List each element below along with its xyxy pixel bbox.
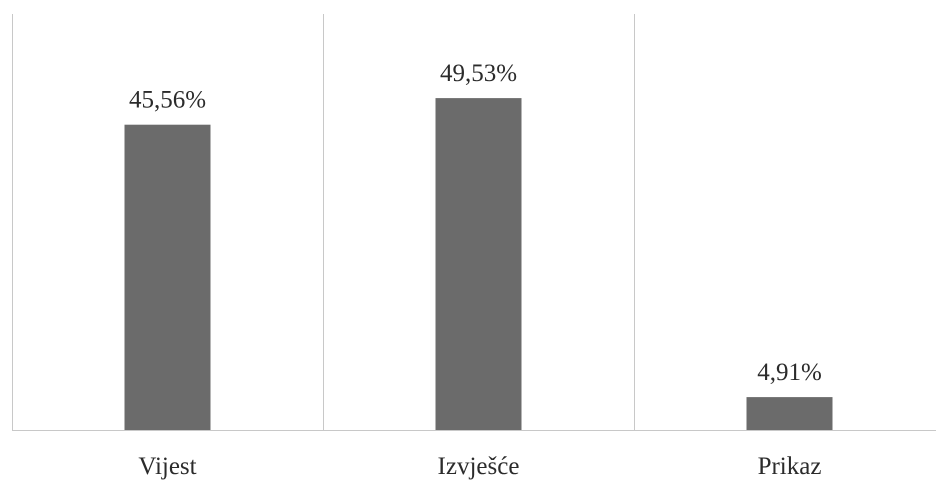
category-tick-labels: Vijest Izvješće Prikaz (138, 453, 821, 480)
data-labels: 45,56% 49,53% 4,91% (129, 60, 822, 386)
data-label-vijest: 45,56% (129, 87, 206, 114)
gridlines (12, 14, 635, 430)
tick-label-izvješće: Izvješće (438, 453, 520, 480)
bar-prikaz (746, 397, 833, 430)
data-label-izvješće: 49,53% (440, 60, 517, 87)
bar-vijest (124, 124, 211, 430)
tick-label-prikaz: Prikaz (758, 453, 822, 480)
tick-label-vijest: Vijest (138, 453, 196, 480)
data-label-prikaz: 4,91% (757, 359, 822, 386)
bars (124, 98, 833, 430)
bar-izvješće (435, 98, 522, 430)
